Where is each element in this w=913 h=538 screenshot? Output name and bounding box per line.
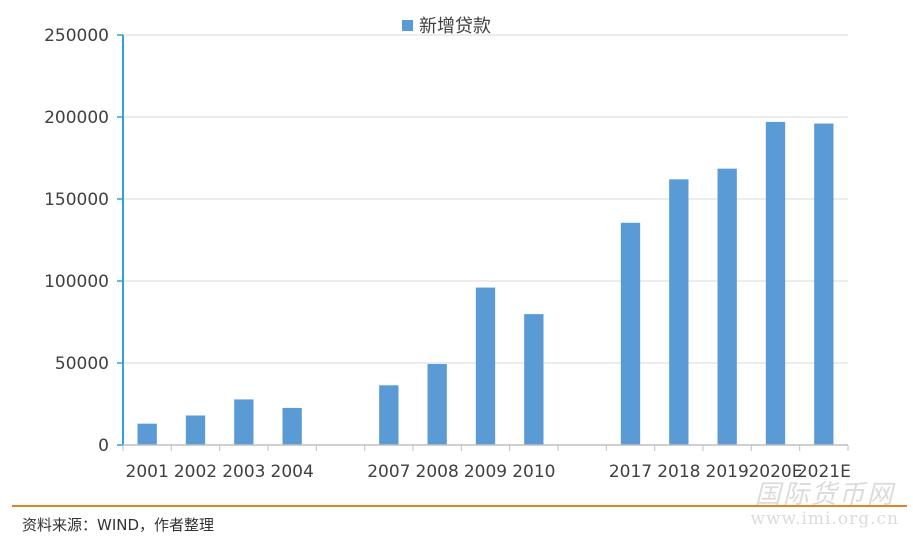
x-tick-label: 2001 (126, 462, 169, 482)
x-tick-label: 2021E (797, 462, 851, 482)
bar-2010 (524, 314, 544, 445)
bar-2008 (427, 363, 447, 445)
x-tick-label: 2002 (174, 462, 217, 482)
bar-2020E (765, 121, 786, 446)
x-tick-label: 2017 (609, 462, 652, 482)
x-tick-label: 2018 (657, 462, 700, 482)
x-tick-label: 2009 (464, 462, 507, 482)
bar-2002 (185, 415, 206, 445)
x-tick-label: 2003 (222, 462, 265, 482)
y-tick-label: 100000 (44, 272, 109, 292)
bar-2001 (137, 423, 157, 445)
x-tick-labels: 2001 2002 2003 2004 2007 2008 2009 2010 2017 2018… (126, 462, 851, 482)
bar-2018 (669, 179, 689, 445)
footer-rule (12, 505, 907, 507)
bar-2003 (234, 399, 254, 445)
axes (117, 34, 849, 451)
x-tick-label: 2008 (416, 462, 459, 482)
bar-2004 (282, 407, 302, 445)
x-tick-label: 2004 (271, 462, 314, 482)
watermark-url: www.imi.org.cn (750, 509, 899, 529)
bar-2009 (475, 287, 496, 445)
x-tick-label: 2010 (512, 462, 555, 482)
watermark-main: 国际货币网 (754, 480, 895, 510)
bar-2021E (814, 123, 834, 445)
y-tick-label: 150000 (44, 190, 109, 210)
bars (137, 121, 834, 446)
y-tick-label: 200000 (44, 108, 109, 128)
x-tick-label: 2020E (748, 462, 802, 482)
bar-2007 (379, 385, 399, 445)
legend-label: 新增贷款 (419, 16, 491, 37)
source-note: 资料来源：WIND，作者整理 (22, 516, 215, 534)
x-tick-label: 2019 (706, 462, 749, 482)
y-tick-label: 50000 (55, 354, 109, 374)
legend: 新增贷款 (402, 16, 491, 37)
y-tick-label: 0 (98, 436, 109, 456)
legend-swatch (402, 20, 413, 31)
x-tick-label: 2007 (367, 462, 410, 482)
bar-2019 (717, 168, 737, 445)
y-tick-label: 250000 (44, 26, 109, 46)
bar-2017 (620, 222, 641, 445)
y-tick-labels: 0 50000 100000 150000 200000 250000 (44, 26, 109, 456)
watermark-logo: 国际货币网 www.imi.org.cn (750, 474, 899, 529)
